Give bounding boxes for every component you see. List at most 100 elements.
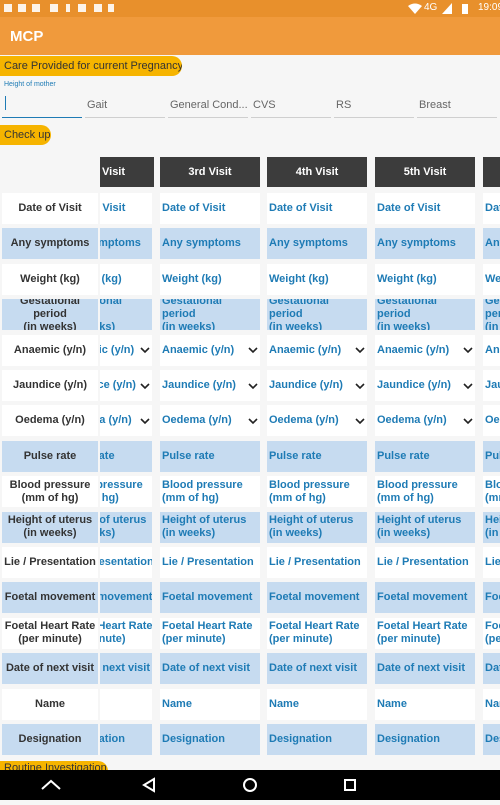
- dropdown[interactable]: Oedema (y/n): [267, 405, 367, 437]
- input-cell[interactable]: Date of next visit: [160, 653, 260, 685]
- input-cell[interactable]: Foetal Heart Rate (per minute): [267, 617, 367, 649]
- placeholder: Designation: [377, 733, 440, 745]
- input-cell[interactable]: Weight (kg): [100, 263, 152, 295]
- input-cell[interactable]: Lie / Presentation: [160, 547, 260, 578]
- input-cell[interactable]: Any symptoms: [375, 228, 475, 260]
- input-cell[interactable]: Pulse rate: [267, 440, 367, 472]
- input-cell[interactable]: Name: [267, 688, 367, 720]
- input-cell[interactable]: Blood pressure (mm of hg): [375, 476, 475, 508]
- dropdown[interactable]: Oedema (y/n): [483, 405, 500, 437]
- input-cell[interactable]: Gestational period (in weeks): [483, 299, 500, 331]
- nav-bar: [0, 770, 500, 800]
- input-cell[interactable]: Designation: [483, 724, 500, 755]
- dropdown[interactable]: Anaemic (y/n): [267, 334, 367, 366]
- input-cell[interactable]: Blood pressure (mm of hg): [160, 476, 260, 508]
- input-cell[interactable]: Lie / Presentation: [100, 547, 152, 578]
- input-cell[interactable]: Height of uterus (in weeks): [160, 511, 260, 543]
- dropdown[interactable]: Jaundice (y/n): [483, 370, 500, 401]
- input-cell[interactable]: Designation: [267, 724, 367, 755]
- placeholder: Height of uterus (in weeks): [162, 514, 247, 540]
- input-cell[interactable]: Date of next visit: [483, 653, 500, 685]
- dropdown[interactable]: Anaemic (y/n): [100, 334, 152, 366]
- dropdown[interactable]: Jaundice (y/n): [267, 370, 367, 401]
- input-cell[interactable]: Any symptoms: [160, 228, 260, 260]
- input-cell[interactable]: Blood pressure (mm of hg): [100, 476, 152, 508]
- text-field[interactable]: CVS: [251, 94, 331, 118]
- input-cell[interactable]: Name: [160, 688, 260, 720]
- input-cell[interactable]: Foetal movement: [483, 582, 500, 614]
- input-cell[interactable]: Foetal movement: [160, 582, 260, 614]
- input-cell[interactable]: Date of Visit: [483, 193, 500, 224]
- input-cell[interactable]: Date of next visit: [100, 653, 152, 685]
- input-cell[interactable]: Name: [483, 688, 500, 720]
- input-cell[interactable]: Foetal movement: [100, 582, 152, 614]
- dropdown[interactable]: Jaundice (y/n): [100, 370, 152, 401]
- input-cell[interactable]: Foetal movement: [267, 582, 367, 614]
- input-cell[interactable]: Designation: [160, 724, 260, 755]
- input-cell[interactable]: Lie / Presentation: [375, 547, 475, 578]
- input-cell[interactable]: Height of uterus (in weeks): [483, 511, 500, 543]
- input-cell[interactable]: Foetal movement: [375, 582, 475, 614]
- back-button[interactable]: [142, 777, 155, 793]
- input-cell[interactable]: Foetal Heart Rate (per minute): [483, 617, 500, 649]
- input-cell[interactable]: Foetal Heart Rate (per minute): [375, 617, 475, 649]
- input-cell[interactable]: Pulse rate: [483, 440, 500, 472]
- dropdown[interactable]: Jaundice (y/n): [375, 370, 475, 401]
- input-cell[interactable]: Blood pressure (mm of hg): [483, 476, 500, 508]
- input-cell[interactable]: Gestational period (in weeks): [160, 299, 260, 331]
- input-cell[interactable]: Name: [100, 688, 152, 720]
- chevron: [463, 347, 473, 354]
- dropdown[interactable]: Anaemic (y/n): [160, 334, 260, 366]
- hide-keyboard-button[interactable]: [41, 779, 61, 790]
- input-cell[interactable]: Pulse rate: [375, 440, 475, 472]
- input-cell[interactable]: Weight (kg): [160, 263, 260, 295]
- input-cell[interactable]: Lie / Presentation: [267, 547, 367, 578]
- input-cell[interactable]: Weight (kg): [375, 263, 475, 295]
- text-field[interactable]: Gait: [85, 94, 165, 118]
- text-field[interactable]: Breast: [417, 94, 497, 118]
- input-cell[interactable]: Date of Visit: [100, 193, 152, 224]
- input-cell[interactable]: Any symptoms: [267, 228, 367, 260]
- placeholder: Pulse rate: [269, 449, 322, 462]
- dropdown[interactable]: Anaemic (y/n): [483, 334, 500, 366]
- input-cell[interactable]: Name: [375, 688, 475, 720]
- input-cell[interactable]: Gestational period (in weeks): [375, 299, 475, 331]
- input-cell[interactable]: Date of Visit: [160, 193, 260, 224]
- dropdown[interactable]: Oedema (y/n): [100, 405, 152, 437]
- height-input[interactable]: [2, 94, 82, 118]
- dropdown[interactable]: Jaundice (y/n): [160, 370, 260, 401]
- input-cell[interactable]: Blood pressure (mm of hg): [267, 476, 367, 508]
- input-cell[interactable]: Designation: [100, 724, 152, 755]
- input-cell[interactable]: Pulse rate: [160, 440, 260, 472]
- placeholder: Date of Visit: [377, 202, 441, 214]
- dropdown[interactable]: Anaemic (y/n): [375, 334, 475, 366]
- input-cell[interactable]: Foetal Heart Rate (per minute): [100, 617, 152, 649]
- input-cell[interactable]: Weight (kg): [267, 263, 367, 295]
- field-label: Height of mother: [4, 81, 56, 88]
- input-cell[interactable]: Gestational period (in weeks): [100, 299, 152, 331]
- input-cell[interactable]: Any symptoms: [483, 228, 500, 260]
- input-cell[interactable]: Height of uterus (in weeks): [375, 511, 475, 543]
- input-cell[interactable]: Height of uterus (in weeks): [100, 511, 152, 543]
- recents-button[interactable]: [344, 779, 356, 791]
- input-cell[interactable]: Lie / Presentation: [483, 547, 500, 578]
- input-cell[interactable]: Date of Visit: [375, 193, 475, 224]
- column-header: 5th Visit: [375, 157, 475, 187]
- input-cell[interactable]: Height of uterus (in weeks): [267, 511, 367, 543]
- dropdown[interactable]: Oedema (y/n): [375, 405, 475, 437]
- input-cell[interactable]: Foetal Heart Rate (per minute): [160, 617, 260, 649]
- input-cell[interactable]: Designation: [375, 724, 475, 755]
- text-field[interactable]: RS: [334, 94, 414, 118]
- input-cell[interactable]: Date of next visit: [267, 653, 367, 685]
- text-field[interactable]: General Cond...: [168, 94, 248, 118]
- input-cell[interactable]: Date of next visit: [375, 653, 475, 685]
- input-cell[interactable]: Gestational period (in weeks): [267, 299, 367, 331]
- dropdown[interactable]: Oedema (y/n): [160, 405, 260, 437]
- placeholder: Foetal Heart Rate (per minute): [485, 620, 500, 646]
- input-cell[interactable]: Pulse rate: [100, 440, 152, 472]
- input-cell[interactable]: Weight (kg): [483, 263, 500, 295]
- input-cell[interactable]: Any symptoms: [100, 228, 152, 260]
- home-button[interactable]: [243, 778, 257, 792]
- input-cell[interactable]: Date of Visit: [267, 193, 367, 224]
- placeholder: Date of next visit: [102, 662, 151, 675]
